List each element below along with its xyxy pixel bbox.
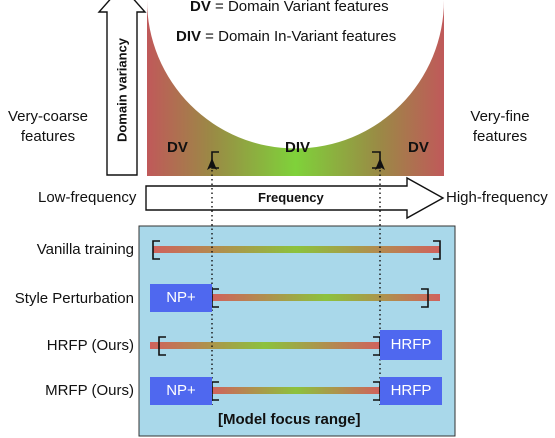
row-label-style-perturbation: Style Perturbation: [14, 290, 134, 307]
left-guide-arrowhead: [207, 158, 217, 170]
region-left-dv: DV: [167, 139, 188, 156]
legend-dv-abbr: DV: [190, 0, 211, 15]
region-center-div: DIV: [285, 139, 311, 156]
low-frequency-label: Low-frequency: [38, 189, 137, 206]
right-guide-arrowhead: [375, 158, 385, 170]
mrfp-bar: [212, 387, 380, 394]
row-label-vanilla: Vanilla training: [36, 241, 134, 258]
legend-div: DIV = Domain In-Variant features: [176, 28, 396, 45]
row-label-mrfp: MRFP (Ours): [45, 382, 134, 399]
very-coarse-line1: Very-coarse: [7, 108, 89, 125]
region-right-dv: DV: [408, 139, 429, 156]
vanilla-training-bar: [153, 246, 440, 253]
very-fine-label: Very-fine features: [450, 107, 550, 147]
frequency-label: Frequency: [258, 190, 324, 205]
frequency-arrow: [145, 176, 445, 220]
model-focus-caption: [Model focus range]: [218, 411, 361, 428]
style-np-plus-tag: NP+: [150, 284, 212, 312]
style-perturbation-bar: [212, 294, 440, 301]
mrfp-hrfp-tag: HRFP: [380, 377, 442, 405]
hrfp-bar: [150, 342, 380, 349]
style-right-bracket: [421, 288, 429, 308]
style-left-bracket: [211, 288, 219, 308]
domain-variancy-arrow: [97, 0, 147, 176]
hrfp-tag: HRFP: [380, 330, 442, 360]
very-fine-line2: features: [472, 128, 528, 145]
vanilla-right-bracket: [433, 240, 441, 260]
very-coarse-label: Very-coarse features: [0, 107, 96, 147]
row-label-hrfp: HRFP (Ours): [46, 337, 134, 354]
hrfp-left-bracket: [158, 336, 166, 356]
legend-div-abbr: DIV: [176, 28, 202, 45]
y-axis-label: Domain variancy: [114, 37, 130, 143]
domain-variancy-region: [147, 0, 444, 176]
vanilla-left-bracket: [152, 240, 160, 260]
very-fine-line1: Very-fine: [470, 108, 530, 125]
mrfp-np-plus-tag: NP+: [150, 377, 212, 405]
legend-div-desc: = Domain In-Variant features: [201, 28, 397, 45]
high-frequency-label: High-frequency: [446, 189, 548, 206]
legend-dv-desc: = Domain Variant features: [210, 0, 389, 15]
legend-dv: DV = Domain Variant features: [190, 0, 389, 15]
very-coarse-line2: features: [20, 128, 76, 145]
